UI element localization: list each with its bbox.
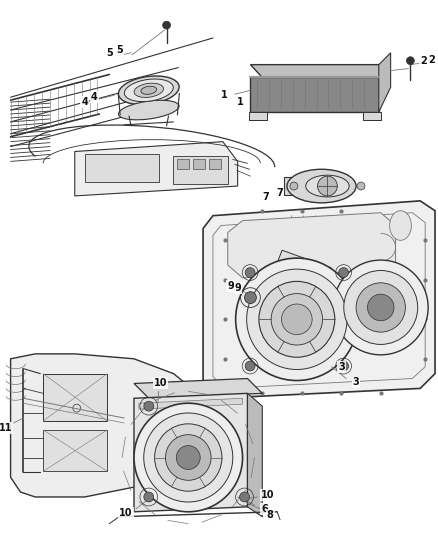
Ellipse shape [306,175,349,197]
Text: 3: 3 [353,377,360,387]
Ellipse shape [118,76,179,104]
Circle shape [344,271,418,344]
Text: 1: 1 [222,90,228,100]
Ellipse shape [141,86,157,94]
Ellipse shape [390,211,411,240]
Polygon shape [247,393,262,516]
Circle shape [290,182,298,190]
Bar [173,157,228,184]
Text: 6: 6 [261,504,268,514]
Polygon shape [251,64,391,77]
Text: 10: 10 [119,508,133,518]
Bar [209,159,221,169]
Bar [193,159,205,169]
Text: 10: 10 [261,490,274,500]
Circle shape [367,294,394,321]
Circle shape [236,258,358,381]
Text: 2: 2 [420,55,427,66]
Circle shape [155,424,222,491]
Text: 10: 10 [154,378,167,389]
Bar [250,112,267,120]
Polygon shape [11,354,203,497]
Text: 7: 7 [262,192,268,202]
Circle shape [245,361,255,371]
Circle shape [339,268,349,278]
Text: 3: 3 [338,362,345,372]
Circle shape [282,304,312,335]
Text: 9: 9 [234,282,241,293]
Polygon shape [228,213,396,278]
Bar [85,155,159,182]
Polygon shape [267,250,332,310]
Bar [284,177,300,195]
Polygon shape [203,201,435,398]
Polygon shape [251,77,379,112]
Text: 4: 4 [81,97,88,107]
Bar [363,112,381,120]
Polygon shape [134,378,262,398]
Circle shape [333,260,428,355]
Circle shape [134,403,243,512]
Ellipse shape [124,79,173,102]
Circle shape [356,283,406,332]
Ellipse shape [118,100,179,120]
Text: 9: 9 [227,281,234,290]
Circle shape [247,269,347,369]
Circle shape [357,182,365,190]
Circle shape [177,446,200,470]
Polygon shape [379,53,391,112]
Ellipse shape [134,83,163,98]
Circle shape [244,292,256,303]
Text: 8: 8 [267,510,274,520]
Circle shape [259,281,335,357]
Text: 2: 2 [429,55,435,64]
Circle shape [245,268,255,278]
Circle shape [271,294,322,345]
Circle shape [318,176,337,196]
Circle shape [240,492,250,502]
Text: 5: 5 [116,45,123,55]
Text: 1: 1 [237,97,244,107]
Bar [177,159,189,169]
Circle shape [406,56,414,64]
Circle shape [144,492,154,502]
Ellipse shape [287,169,356,203]
Text: 4: 4 [91,92,98,102]
Circle shape [166,435,211,480]
Text: 7: 7 [277,188,283,198]
Circle shape [339,361,349,371]
Circle shape [144,401,154,411]
Bar [43,374,107,421]
Circle shape [162,21,170,29]
Circle shape [144,413,233,502]
Polygon shape [134,393,247,512]
Polygon shape [75,142,238,196]
Bar [43,430,107,471]
Text: 5: 5 [106,48,113,58]
Text: 11: 11 [0,423,12,433]
Polygon shape [139,398,243,409]
